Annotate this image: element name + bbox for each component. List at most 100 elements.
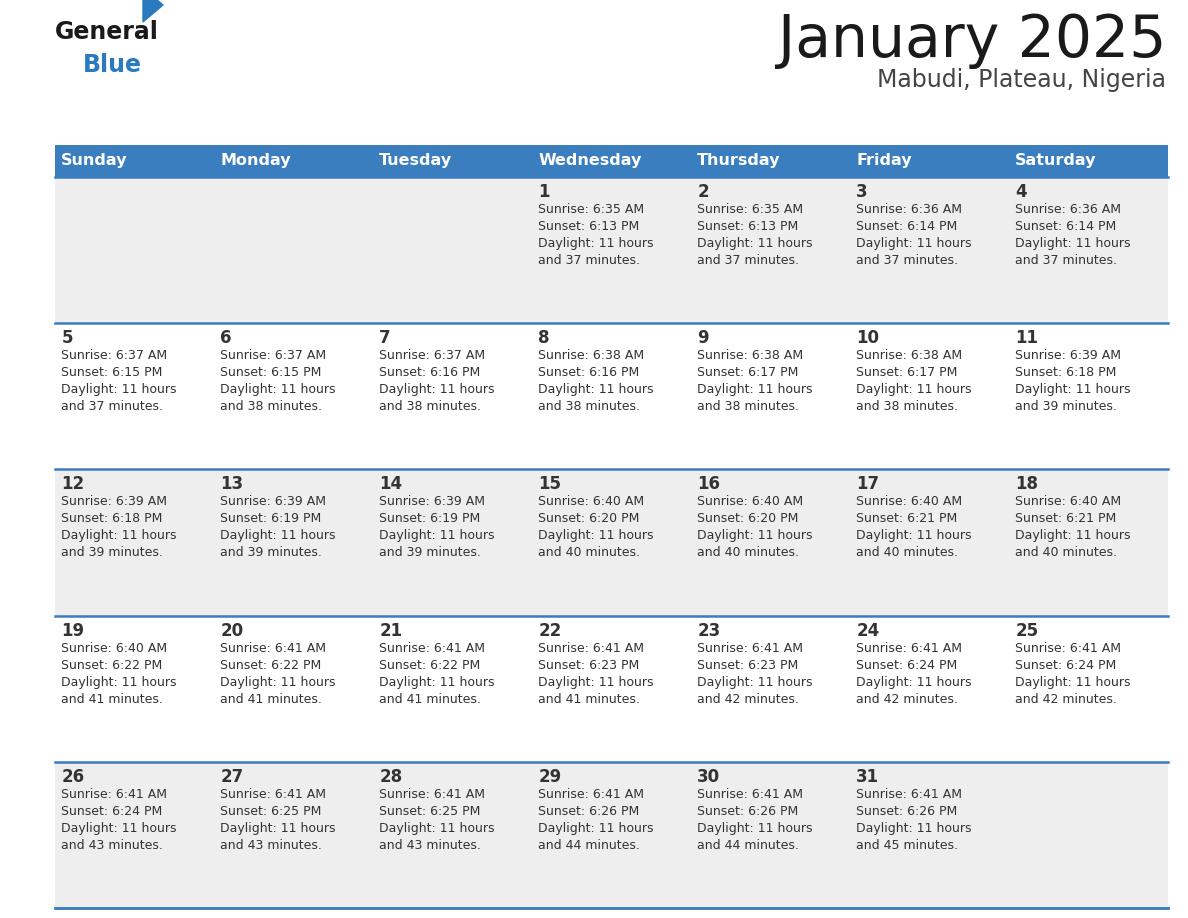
Text: and 43 minutes.: and 43 minutes. <box>220 839 322 852</box>
Text: Sunset: 6:17 PM: Sunset: 6:17 PM <box>697 366 798 379</box>
Text: 28: 28 <box>379 767 403 786</box>
Text: and 38 minutes.: and 38 minutes. <box>697 400 800 413</box>
Text: 26: 26 <box>62 767 84 786</box>
Text: Daylight: 11 hours: Daylight: 11 hours <box>1016 237 1131 250</box>
Text: Daylight: 11 hours: Daylight: 11 hours <box>697 676 813 688</box>
Text: Saturday: Saturday <box>1016 153 1097 169</box>
Text: Sunset: 6:24 PM: Sunset: 6:24 PM <box>62 805 163 818</box>
Text: Sunset: 6:22 PM: Sunset: 6:22 PM <box>62 658 163 672</box>
Text: Sunset: 6:23 PM: Sunset: 6:23 PM <box>697 658 798 672</box>
Text: 4: 4 <box>1016 183 1026 201</box>
Text: Sunset: 6:21 PM: Sunset: 6:21 PM <box>857 512 958 525</box>
Text: January 2025: January 2025 <box>778 12 1165 69</box>
Text: Sunrise: 6:38 AM: Sunrise: 6:38 AM <box>857 349 962 363</box>
Text: 27: 27 <box>220 767 244 786</box>
Text: 31: 31 <box>857 767 879 786</box>
Text: Daylight: 11 hours: Daylight: 11 hours <box>62 530 177 543</box>
Text: 6: 6 <box>220 330 232 347</box>
Text: and 44 minutes.: and 44 minutes. <box>697 839 800 852</box>
Text: Sunset: 6:13 PM: Sunset: 6:13 PM <box>538 220 639 233</box>
Text: Sunset: 6:24 PM: Sunset: 6:24 PM <box>857 658 958 672</box>
Text: Sunset: 6:17 PM: Sunset: 6:17 PM <box>857 366 958 379</box>
Text: 19: 19 <box>62 621 84 640</box>
Text: Daylight: 11 hours: Daylight: 11 hours <box>220 530 336 543</box>
Text: Sunrise: 6:41 AM: Sunrise: 6:41 AM <box>220 788 327 800</box>
Text: Sunrise: 6:39 AM: Sunrise: 6:39 AM <box>62 496 168 509</box>
Text: and 44 minutes.: and 44 minutes. <box>538 839 640 852</box>
Text: and 37 minutes.: and 37 minutes. <box>62 400 164 413</box>
Text: Sunset: 6:18 PM: Sunset: 6:18 PM <box>62 512 163 525</box>
Text: and 39 minutes.: and 39 minutes. <box>62 546 163 559</box>
Text: Sunrise: 6:41 AM: Sunrise: 6:41 AM <box>379 642 486 655</box>
Text: Daylight: 11 hours: Daylight: 11 hours <box>379 383 495 397</box>
Text: Sunset: 6:14 PM: Sunset: 6:14 PM <box>1016 220 1117 233</box>
Text: Sunrise: 6:41 AM: Sunrise: 6:41 AM <box>379 788 486 800</box>
Text: Sunrise: 6:40 AM: Sunrise: 6:40 AM <box>697 496 803 509</box>
Text: Sunrise: 6:41 AM: Sunrise: 6:41 AM <box>1016 642 1121 655</box>
Text: Daylight: 11 hours: Daylight: 11 hours <box>379 530 495 543</box>
Text: Sunset: 6:20 PM: Sunset: 6:20 PM <box>538 512 639 525</box>
Text: 23: 23 <box>697 621 721 640</box>
Text: 16: 16 <box>697 476 720 493</box>
Text: Daylight: 11 hours: Daylight: 11 hours <box>220 676 336 688</box>
Text: and 39 minutes.: and 39 minutes. <box>1016 400 1117 413</box>
Text: 3: 3 <box>857 183 868 201</box>
Text: Daylight: 11 hours: Daylight: 11 hours <box>857 822 972 834</box>
Text: Thursday: Thursday <box>697 153 781 169</box>
Text: Sunset: 6:24 PM: Sunset: 6:24 PM <box>1016 658 1117 672</box>
Text: Sunrise: 6:35 AM: Sunrise: 6:35 AM <box>697 203 803 216</box>
Text: and 40 minutes.: and 40 minutes. <box>1016 546 1118 559</box>
Bar <box>55 177 1168 323</box>
Text: Sunrise: 6:37 AM: Sunrise: 6:37 AM <box>220 349 327 363</box>
Text: Sunset: 6:25 PM: Sunset: 6:25 PM <box>379 805 481 818</box>
Text: and 41 minutes.: and 41 minutes. <box>538 692 640 706</box>
Text: Sunrise: 6:39 AM: Sunrise: 6:39 AM <box>1016 349 1121 363</box>
Text: Daylight: 11 hours: Daylight: 11 hours <box>62 676 177 688</box>
Text: Sunrise: 6:36 AM: Sunrise: 6:36 AM <box>1016 203 1121 216</box>
Text: 14: 14 <box>379 476 403 493</box>
Text: Sunset: 6:18 PM: Sunset: 6:18 PM <box>1016 366 1117 379</box>
Text: Sunset: 6:21 PM: Sunset: 6:21 PM <box>1016 512 1117 525</box>
Text: and 40 minutes.: and 40 minutes. <box>538 546 640 559</box>
Text: 1: 1 <box>538 183 550 201</box>
Text: Sunset: 6:16 PM: Sunset: 6:16 PM <box>379 366 481 379</box>
Text: 5: 5 <box>62 330 72 347</box>
Text: 10: 10 <box>857 330 879 347</box>
Text: and 41 minutes.: and 41 minutes. <box>62 692 163 706</box>
Text: Daylight: 11 hours: Daylight: 11 hours <box>1016 530 1131 543</box>
Bar <box>55 762 1168 908</box>
Text: and 38 minutes.: and 38 minutes. <box>379 400 481 413</box>
Text: Sunrise: 6:38 AM: Sunrise: 6:38 AM <box>538 349 644 363</box>
Text: and 39 minutes.: and 39 minutes. <box>379 546 481 559</box>
Text: Sunrise: 6:37 AM: Sunrise: 6:37 AM <box>379 349 486 363</box>
Text: General: General <box>55 20 159 44</box>
Text: Sunset: 6:15 PM: Sunset: 6:15 PM <box>62 366 163 379</box>
Text: Sunset: 6:14 PM: Sunset: 6:14 PM <box>857 220 958 233</box>
Text: Sunset: 6:16 PM: Sunset: 6:16 PM <box>538 366 639 379</box>
Text: and 38 minutes.: and 38 minutes. <box>220 400 322 413</box>
Text: Sunrise: 6:41 AM: Sunrise: 6:41 AM <box>538 642 644 655</box>
Text: Daylight: 11 hours: Daylight: 11 hours <box>697 530 813 543</box>
Text: 11: 11 <box>1016 330 1038 347</box>
Text: Sunrise: 6:40 AM: Sunrise: 6:40 AM <box>62 642 168 655</box>
Text: and 42 minutes.: and 42 minutes. <box>857 692 959 706</box>
Text: Sunset: 6:22 PM: Sunset: 6:22 PM <box>379 658 481 672</box>
Text: Sunset: 6:19 PM: Sunset: 6:19 PM <box>220 512 322 525</box>
Text: 22: 22 <box>538 621 562 640</box>
Text: 9: 9 <box>697 330 709 347</box>
Text: Sunrise: 6:40 AM: Sunrise: 6:40 AM <box>1016 496 1121 509</box>
Bar <box>55 145 1168 177</box>
Text: Daylight: 11 hours: Daylight: 11 hours <box>62 383 177 397</box>
Text: and 43 minutes.: and 43 minutes. <box>379 839 481 852</box>
Text: Sunset: 6:23 PM: Sunset: 6:23 PM <box>538 658 639 672</box>
Text: Tuesday: Tuesday <box>379 153 453 169</box>
Bar <box>55 616 1168 762</box>
Text: Sunset: 6:25 PM: Sunset: 6:25 PM <box>220 805 322 818</box>
Text: Daylight: 11 hours: Daylight: 11 hours <box>538 676 653 688</box>
Text: Daylight: 11 hours: Daylight: 11 hours <box>538 530 653 543</box>
Text: Sunset: 6:26 PM: Sunset: 6:26 PM <box>538 805 639 818</box>
Text: Sunrise: 6:37 AM: Sunrise: 6:37 AM <box>62 349 168 363</box>
Text: and 43 minutes.: and 43 minutes. <box>62 839 163 852</box>
Text: Sunrise: 6:39 AM: Sunrise: 6:39 AM <box>379 496 486 509</box>
Text: 17: 17 <box>857 476 879 493</box>
